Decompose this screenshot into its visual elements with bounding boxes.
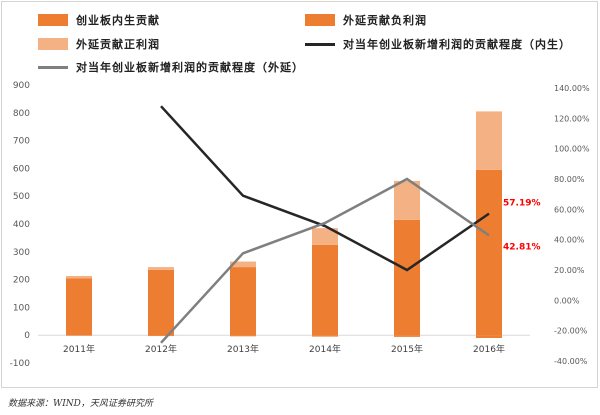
y-left-tick-label: 0 [24, 331, 30, 341]
legend-swatch-pos [38, 38, 68, 50]
bar-inner [230, 267, 256, 336]
bar-outer-negative [66, 335, 92, 336]
bar-outer-negative [312, 335, 338, 337]
y-right-tick-label: 60.00% [554, 205, 585, 214]
line-outer-contribution [160, 177, 490, 344]
legend: 创业板内生贡献 外延贡献负利润 外延贡献正利润 对当年创业板新增利润的贡献程度（… [2, 2, 600, 82]
y-left-tick-label: 700 [13, 137, 30, 147]
legend-label-neg: 外延贡献负利润 [343, 14, 427, 27]
legend-item-inner: 创业板内生贡献 [38, 12, 160, 28]
source-note: 数据来源：WIND，天风证券研究所 [8, 399, 153, 409]
legend-item-line-outer: 对当年创业板新增利润的贡献程度（外延） [38, 59, 304, 75]
legend-swatch-line-outer [38, 65, 68, 69]
bar-inner [148, 269, 174, 336]
y-right-tick-label: 40.00% [554, 236, 585, 245]
chart-plot: -100 0 100 200 300 400 500 600 700 800 900 -40.00% -… [10, 81, 590, 369]
x-tick-label: 2013年 [227, 343, 259, 355]
legend-item-neg: 外延贡献负利润 [305, 12, 427, 28]
bar-outer-positive [312, 228, 338, 245]
y-left-tick-label: 400 [13, 220, 30, 230]
bar-outer-negative [476, 335, 502, 338]
y-left-tick-label: 100 [13, 303, 30, 313]
y-right-tick-label: 20.00% [554, 266, 585, 275]
legend-label-line-inner: 对当年创业板新增利润的贡献程度（内生） [343, 38, 571, 51]
bar-outer-positive [66, 275, 92, 279]
bar-inner [66, 278, 92, 336]
y-left-tick-label: 600 [13, 164, 30, 174]
x-tick-label: 2016年 [473, 343, 505, 355]
bar-outer-positive [148, 267, 174, 270]
bar-outer-positive [476, 111, 502, 170]
y-right-tick-label: -20.00% [554, 327, 588, 336]
y-left-tick-label: -100 [10, 359, 31, 369]
x-tick-label: 2012年 [145, 343, 177, 355]
y-right-tick-label: 100.00% [554, 145, 590, 154]
legend-label-inner: 创业板内生贡献 [76, 14, 160, 27]
bar-outer-negative [148, 335, 174, 337]
y-right-tick-label: 140.00% [554, 84, 590, 93]
y-left-tick-label: 500 [13, 192, 30, 202]
data-label-outer-2016: 42.81% [503, 242, 541, 252]
y-right-tick-label: 120.00% [554, 114, 590, 123]
y-left-tick-label: 300 [13, 248, 30, 258]
bar-outer-positive [394, 180, 420, 220]
y-right-tick-label: -40.00% [554, 357, 588, 366]
line-inner-contribution [160, 105, 490, 272]
legend-swatch-line-inner [305, 42, 335, 46]
bar-outer-negative [230, 335, 256, 337]
bar-outer-positive [230, 261, 256, 268]
y-left-tick-label: 200 [13, 276, 30, 286]
legend-swatch-neg [305, 14, 335, 26]
legend-item-line-inner: 对当年创业板新增利润的贡献程度（内生） [305, 36, 571, 52]
legend-label-line-outer: 对当年创业板新增利润的贡献程度（外延） [76, 61, 304, 74]
bar-inner [394, 219, 420, 336]
x-tick-label: 2015年 [391, 343, 423, 355]
y-right-tick-label: 80.00% [554, 175, 585, 184]
x-tick-label: 2011年 [63, 343, 95, 355]
y-right-tick-label: 0.00% [554, 296, 580, 305]
bar-inner [476, 169, 502, 336]
y-left-tick-label: 900 [13, 81, 30, 91]
y-left-tick-label: 800 [13, 109, 30, 119]
legend-label-pos: 外延贡献正利润 [76, 38, 160, 51]
chart-frame: 创业板内生贡献 外延贡献负利润 外延贡献正利润 对当年创业板新增利润的贡献程度（… [1, 1, 598, 388]
bar-inner [312, 244, 338, 336]
x-tick-label: 2014年 [309, 343, 341, 355]
data-label-inner-2016: 57.19% [503, 199, 541, 209]
legend-item-pos: 外延贡献正利润 [38, 36, 160, 52]
bar-outer-negative [394, 335, 420, 337]
legend-swatch-inner [38, 14, 68, 26]
